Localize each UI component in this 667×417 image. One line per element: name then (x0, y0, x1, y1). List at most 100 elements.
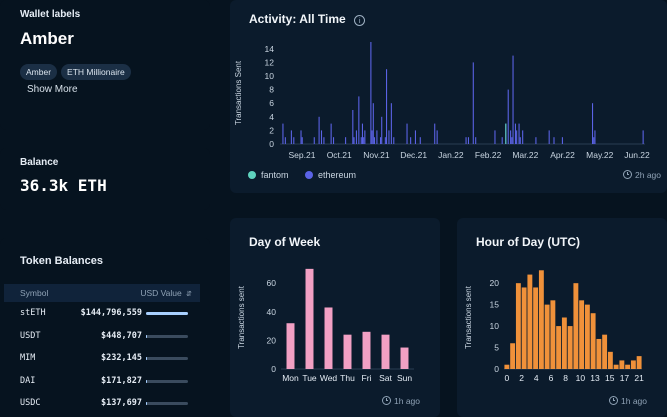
activity-bar-ethereum[interactable] (290, 130, 292, 144)
hour-of-day-bar[interactable] (567, 326, 573, 369)
activity-bar-ethereum[interactable] (406, 123, 408, 144)
activity-bar-ethereum[interactable] (514, 123, 516, 144)
activity-bar-ethereum[interactable] (410, 137, 412, 144)
activity-bar-ethereum[interactable] (363, 137, 365, 144)
hour-of-day-bar[interactable] (515, 283, 521, 369)
hour-of-day-bar[interactable] (533, 287, 539, 369)
activity-bar-ethereum[interactable] (518, 123, 520, 144)
usd-value-column-header[interactable]: USD Value ⇵ (140, 288, 192, 298)
activity-bar-ethereum[interactable] (548, 130, 550, 144)
info-icon[interactable]: i (354, 15, 366, 26)
day-of-week-bar[interactable] (381, 334, 390, 369)
activity-bar-ethereum[interactable] (318, 116, 320, 144)
activity-bar-ethereum[interactable] (372, 103, 374, 144)
hour-of-day-bar[interactable] (538, 270, 544, 369)
hour-of-day-bar[interactable] (584, 304, 590, 369)
activity-bar-ethereum[interactable] (330, 123, 332, 144)
activity-bar-ethereum[interactable] (323, 137, 325, 144)
activity-bar-ethereum[interactable] (507, 89, 509, 144)
hour-of-day-bar[interactable] (590, 313, 596, 369)
activity-bar-ethereum[interactable] (371, 130, 373, 144)
activity-bar-ethereum[interactable] (301, 137, 303, 144)
day-of-week-bar[interactable] (324, 307, 333, 369)
hour-of-day-bar[interactable] (625, 364, 631, 369)
activity-bar-ethereum[interactable] (352, 110, 354, 144)
activity-bar-ethereum[interactable] (313, 137, 315, 144)
activity-bar-ethereum[interactable] (373, 137, 376, 144)
activity-bar-ethereum[interactable] (472, 62, 474, 144)
day-of-week-bar[interactable] (400, 347, 409, 369)
activity-bar-ethereum[interactable] (467, 137, 470, 144)
activity-bar-ethereum[interactable] (642, 130, 644, 144)
activity-bar-ethereum[interactable] (355, 130, 357, 144)
hour-of-day-bar[interactable] (544, 304, 550, 369)
activity-bar-ethereum[interactable] (333, 137, 335, 144)
hour-of-day-bar[interactable] (596, 338, 602, 369)
hour-of-day-bar[interactable] (556, 326, 562, 369)
activity-bar-ethereum[interactable] (553, 137, 555, 144)
activity-bar-ethereum[interactable] (370, 42, 372, 144)
hour-of-day-bar[interactable] (613, 364, 619, 369)
token-row[interactable]: USDT $448,707 (0, 325, 200, 347)
activity-bar-ethereum[interactable] (510, 130, 512, 144)
hour-of-day-bar[interactable] (630, 360, 636, 369)
activity-bar-ethereum[interactable] (594, 130, 596, 144)
activity-bar-ethereum[interactable] (390, 103, 392, 144)
activity-bar-ethereum[interactable] (494, 130, 496, 144)
hour-of-day-bar[interactable] (550, 300, 556, 369)
day-of-week-bar[interactable] (305, 268, 314, 369)
activity-bar-ethereum[interactable] (393, 137, 395, 144)
token-row[interactable]: MIM $232,145 (0, 347, 200, 369)
token-row[interactable]: stETH $144,796,559 (0, 302, 200, 324)
hour-of-day-bar[interactable] (607, 351, 613, 369)
day-of-week-bar[interactable] (362, 331, 371, 369)
hour-of-day-bar[interactable] (619, 360, 625, 369)
activity-bar-ethereum[interactable] (501, 137, 503, 144)
activity-bar-ethereum[interactable] (358, 96, 360, 144)
activity-bar-ethereum[interactable] (293, 137, 295, 144)
wallet-tag-eth-millionaire[interactable]: ETH Millionaire (61, 64, 131, 80)
wallet-tag-amber[interactable]: Amber (20, 64, 58, 80)
activity-bar-ethereum[interactable] (436, 130, 438, 144)
activity-bar-ethereum[interactable] (282, 123, 284, 144)
activity-bar-ethereum[interactable] (414, 130, 417, 144)
activity-bar-ethereum[interactable] (353, 137, 355, 144)
hour-of-day-bar[interactable] (510, 343, 516, 369)
activity-bar-ethereum[interactable] (284, 137, 286, 144)
hour-of-day-bar[interactable] (527, 274, 533, 369)
legend-item-fantom[interactable]: fantom (248, 170, 289, 180)
activity-bar-ethereum[interactable] (516, 130, 518, 144)
activity-bar-ethereum[interactable] (475, 137, 477, 144)
activity-bar-ethereum[interactable] (345, 137, 347, 144)
activity-bar-ethereum[interactable] (300, 130, 302, 144)
activity-bar-ethereum[interactable] (522, 130, 524, 144)
token-row[interactable]: USDC $137,697 (0, 392, 200, 414)
hour-of-day-bar[interactable] (579, 300, 585, 369)
hour-of-day-bar[interactable] (573, 283, 579, 369)
activity-bar-ethereum[interactable] (360, 137, 362, 144)
activity-bar-ethereum[interactable] (519, 137, 521, 144)
activity-bar-ethereum[interactable] (535, 137, 537, 144)
activity-bar-ethereum[interactable] (419, 137, 421, 144)
activity-bar-ethereum[interactable] (364, 130, 366, 144)
hour-of-day-bar[interactable] (636, 356, 642, 369)
day-of-week-bar[interactable] (343, 334, 352, 369)
hour-of-day-bar[interactable] (602, 334, 608, 369)
hour-of-day-bar[interactable] (561, 317, 567, 370)
activity-bar-ethereum[interactable] (386, 69, 388, 144)
activity-bar-ethereum[interactable] (320, 130, 323, 144)
activity-bar-ethereum[interactable] (381, 116, 383, 144)
activity-bar-ethereum[interactable] (376, 130, 378, 144)
activity-bar-ethereum[interactable] (379, 137, 382, 144)
activity-bar-fantom[interactable] (505, 123, 507, 144)
activity-bar-ethereum[interactable] (593, 137, 595, 144)
legend-item-ethereum[interactable]: ethereum (305, 170, 356, 180)
show-more-link[interactable]: Show More (27, 84, 78, 95)
activity-bar-ethereum[interactable] (434, 123, 436, 144)
token-row[interactable]: DAI $171,827 (0, 370, 200, 392)
activity-bar-ethereum[interactable] (512, 55, 514, 144)
hour-of-day-bar[interactable] (504, 364, 510, 369)
activity-bar-ethereum[interactable] (561, 137, 563, 144)
day-of-week-bar[interactable] (286, 323, 295, 369)
activity-bar-ethereum[interactable] (388, 130, 390, 144)
